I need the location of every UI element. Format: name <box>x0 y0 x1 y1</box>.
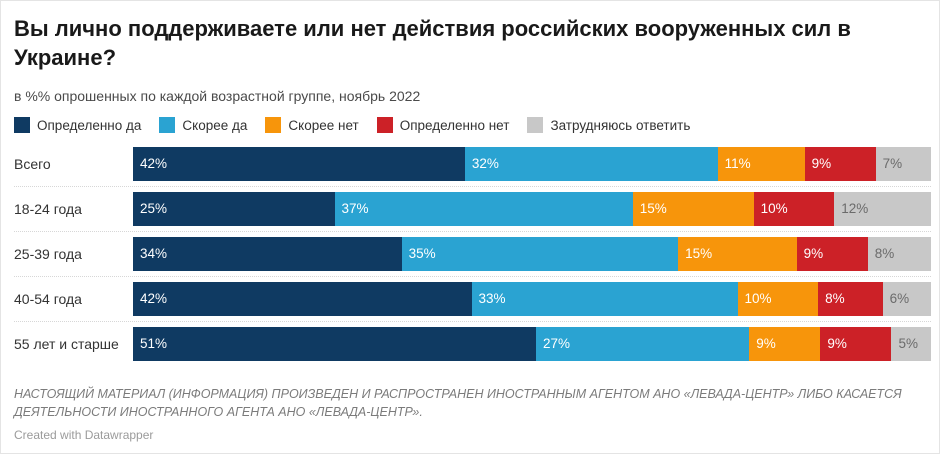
segment-value-label: 25% <box>140 201 168 217</box>
segment-value-label: 33% <box>478 291 506 307</box>
legend-item-4: Затрудняюсь ответить <box>527 117 691 134</box>
row-label: 55 лет и старше <box>14 336 119 353</box>
bar-segment[interactable]: 8% <box>818 282 883 317</box>
segment-value-label: 34% <box>140 246 168 262</box>
segment-value-label: 27% <box>542 336 570 352</box>
bar-segment[interactable]: 34% <box>133 237 402 272</box>
segment-value-label: 37% <box>341 201 369 217</box>
stacked-bar: 25% 37% 15% 10% 12% <box>133 192 931 227</box>
segment-value-label: 51% <box>140 336 168 352</box>
bar-segment[interactable]: 9% <box>804 147 876 182</box>
bar-segment[interactable]: 27% <box>535 327 750 362</box>
segment-value-label: 11% <box>724 156 751 172</box>
chart-row: Всего 42% 32% 11% 9% 7% <box>14 142 931 188</box>
bar-segment[interactable]: 51% <box>133 327 536 362</box>
segment-value-label: 15% <box>685 246 713 262</box>
bar-segment[interactable]: 5% <box>891 327 931 362</box>
segment-value-label: 42% <box>140 156 168 172</box>
bar-segment[interactable]: 10% <box>753 192 835 227</box>
bar-segment[interactable]: 7% <box>875 147 931 182</box>
bar-segment[interactable]: 12% <box>834 192 931 227</box>
bar-segment[interactable]: 6% <box>882 282 931 317</box>
segment-value-label: 5% <box>898 336 918 352</box>
segment-value-label: 32% <box>471 156 499 172</box>
footer-disclaimer: НАСТОЯЩИЙ МАТЕРИАЛ (ИНФОРМАЦИЯ) ПРОИЗВЕД… <box>14 387 902 419</box>
bar-segment[interactable]: 42% <box>133 147 465 182</box>
segment-value-label: 10% <box>744 291 772 307</box>
legend: Определенно да Скорее да Скорее нет Определ… <box>14 117 931 134</box>
datawrapper-credit: Created with Datawrapper <box>14 428 154 443</box>
row-label: 25-39 года <box>14 246 82 263</box>
stacked-bar: 51% 27% 9% 9% 5% <box>133 327 931 362</box>
legend-item-2: Скорее нет <box>265 117 359 134</box>
segment-value-label: 42% <box>140 291 168 307</box>
legend-swatch-icon <box>265 117 282 134</box>
legend-swatch-icon <box>159 117 176 134</box>
bar-segment[interactable]: 8% <box>867 237 931 272</box>
legend-swatch-icon <box>14 117 30 134</box>
bar-segment[interactable]: 15% <box>678 237 797 272</box>
bar-segment[interactable]: 35% <box>401 237 679 272</box>
bar-segment[interactable]: 9% <box>820 327 892 362</box>
stacked-bar-chart: Всего 42% 32% 11% 9% 7% 18-24 года 25% 37% 15% 10%… <box>14 142 931 366</box>
chart-subtitle: в %% опрошенных по каждой возрастной гру… <box>14 88 421 105</box>
segment-value-label: 7% <box>882 156 903 172</box>
segment-value-label: 9% <box>811 156 832 172</box>
row-label: Всего <box>14 156 51 173</box>
segment-value-label: 9% <box>827 336 847 352</box>
bar-segment[interactable]: 33% <box>471 282 738 317</box>
legend-item-1: Скорее да <box>159 117 248 134</box>
segment-value-label: 9% <box>803 246 824 262</box>
segment-value-label: 15% <box>639 201 667 217</box>
segment-value-label: 12% <box>841 201 869 217</box>
stacked-bar: 42% 32% 11% 9% 7% <box>133 147 931 182</box>
stacked-bar: 34% 35% 15% 9% 8% <box>133 237 931 272</box>
legend-swatch-icon <box>376 117 393 134</box>
legend-item-3: Определенно нет <box>376 117 510 134</box>
bar-segment[interactable]: 42% <box>133 282 472 317</box>
stacked-bar: 42% 33% 10% 8% 6% <box>133 282 931 317</box>
legend-swatch-icon <box>527 117 544 134</box>
legend-label: Скорее да <box>182 117 248 133</box>
segment-value-label: 8% <box>825 291 845 307</box>
bar-segment[interactable]: 25% <box>133 192 335 227</box>
legend-label: Определенно нет <box>399 117 510 133</box>
segment-value-label: 9% <box>756 336 776 352</box>
segment-value-label: 6% <box>889 291 910 307</box>
chart-title: Вы лично поддерживаете или нет действия … <box>14 16 851 70</box>
legend-label: Затрудняюсь ответить <box>550 117 691 133</box>
legend-label: Определенно да <box>37 117 142 133</box>
segment-value-label: 35% <box>408 246 436 262</box>
bar-segment[interactable]: 9% <box>796 237 868 272</box>
chart-row: 40-54 года 42% 33% 10% 8% 6% <box>14 277 931 323</box>
bar-segment[interactable]: 11% <box>717 147 805 182</box>
bar-segment[interactable]: 32% <box>464 147 718 182</box>
legend-label: Скорее нет <box>288 117 359 133</box>
bar-segment[interactable]: 15% <box>632 192 754 227</box>
legend-item-0: Определенно да <box>14 117 142 134</box>
row-label: 40-54 года <box>14 291 82 308</box>
bar-segment[interactable]: 37% <box>334 192 633 227</box>
chart-row: 25-39 года 34% 35% 15% 9% 8% <box>14 232 931 278</box>
chart-row: 55 лет и старше 51% 27% 9% 9% 5% <box>14 322 931 366</box>
bar-segment[interactable]: 10% <box>737 282 819 317</box>
chart-row: 18-24 года 25% 37% 15% 10% 12% <box>14 187 931 233</box>
row-label: 18-24 года <box>14 201 82 218</box>
segment-value-label: 10% <box>760 201 788 217</box>
bar-segment[interactable]: 9% <box>749 327 821 362</box>
segment-value-label: 8% <box>874 246 895 262</box>
